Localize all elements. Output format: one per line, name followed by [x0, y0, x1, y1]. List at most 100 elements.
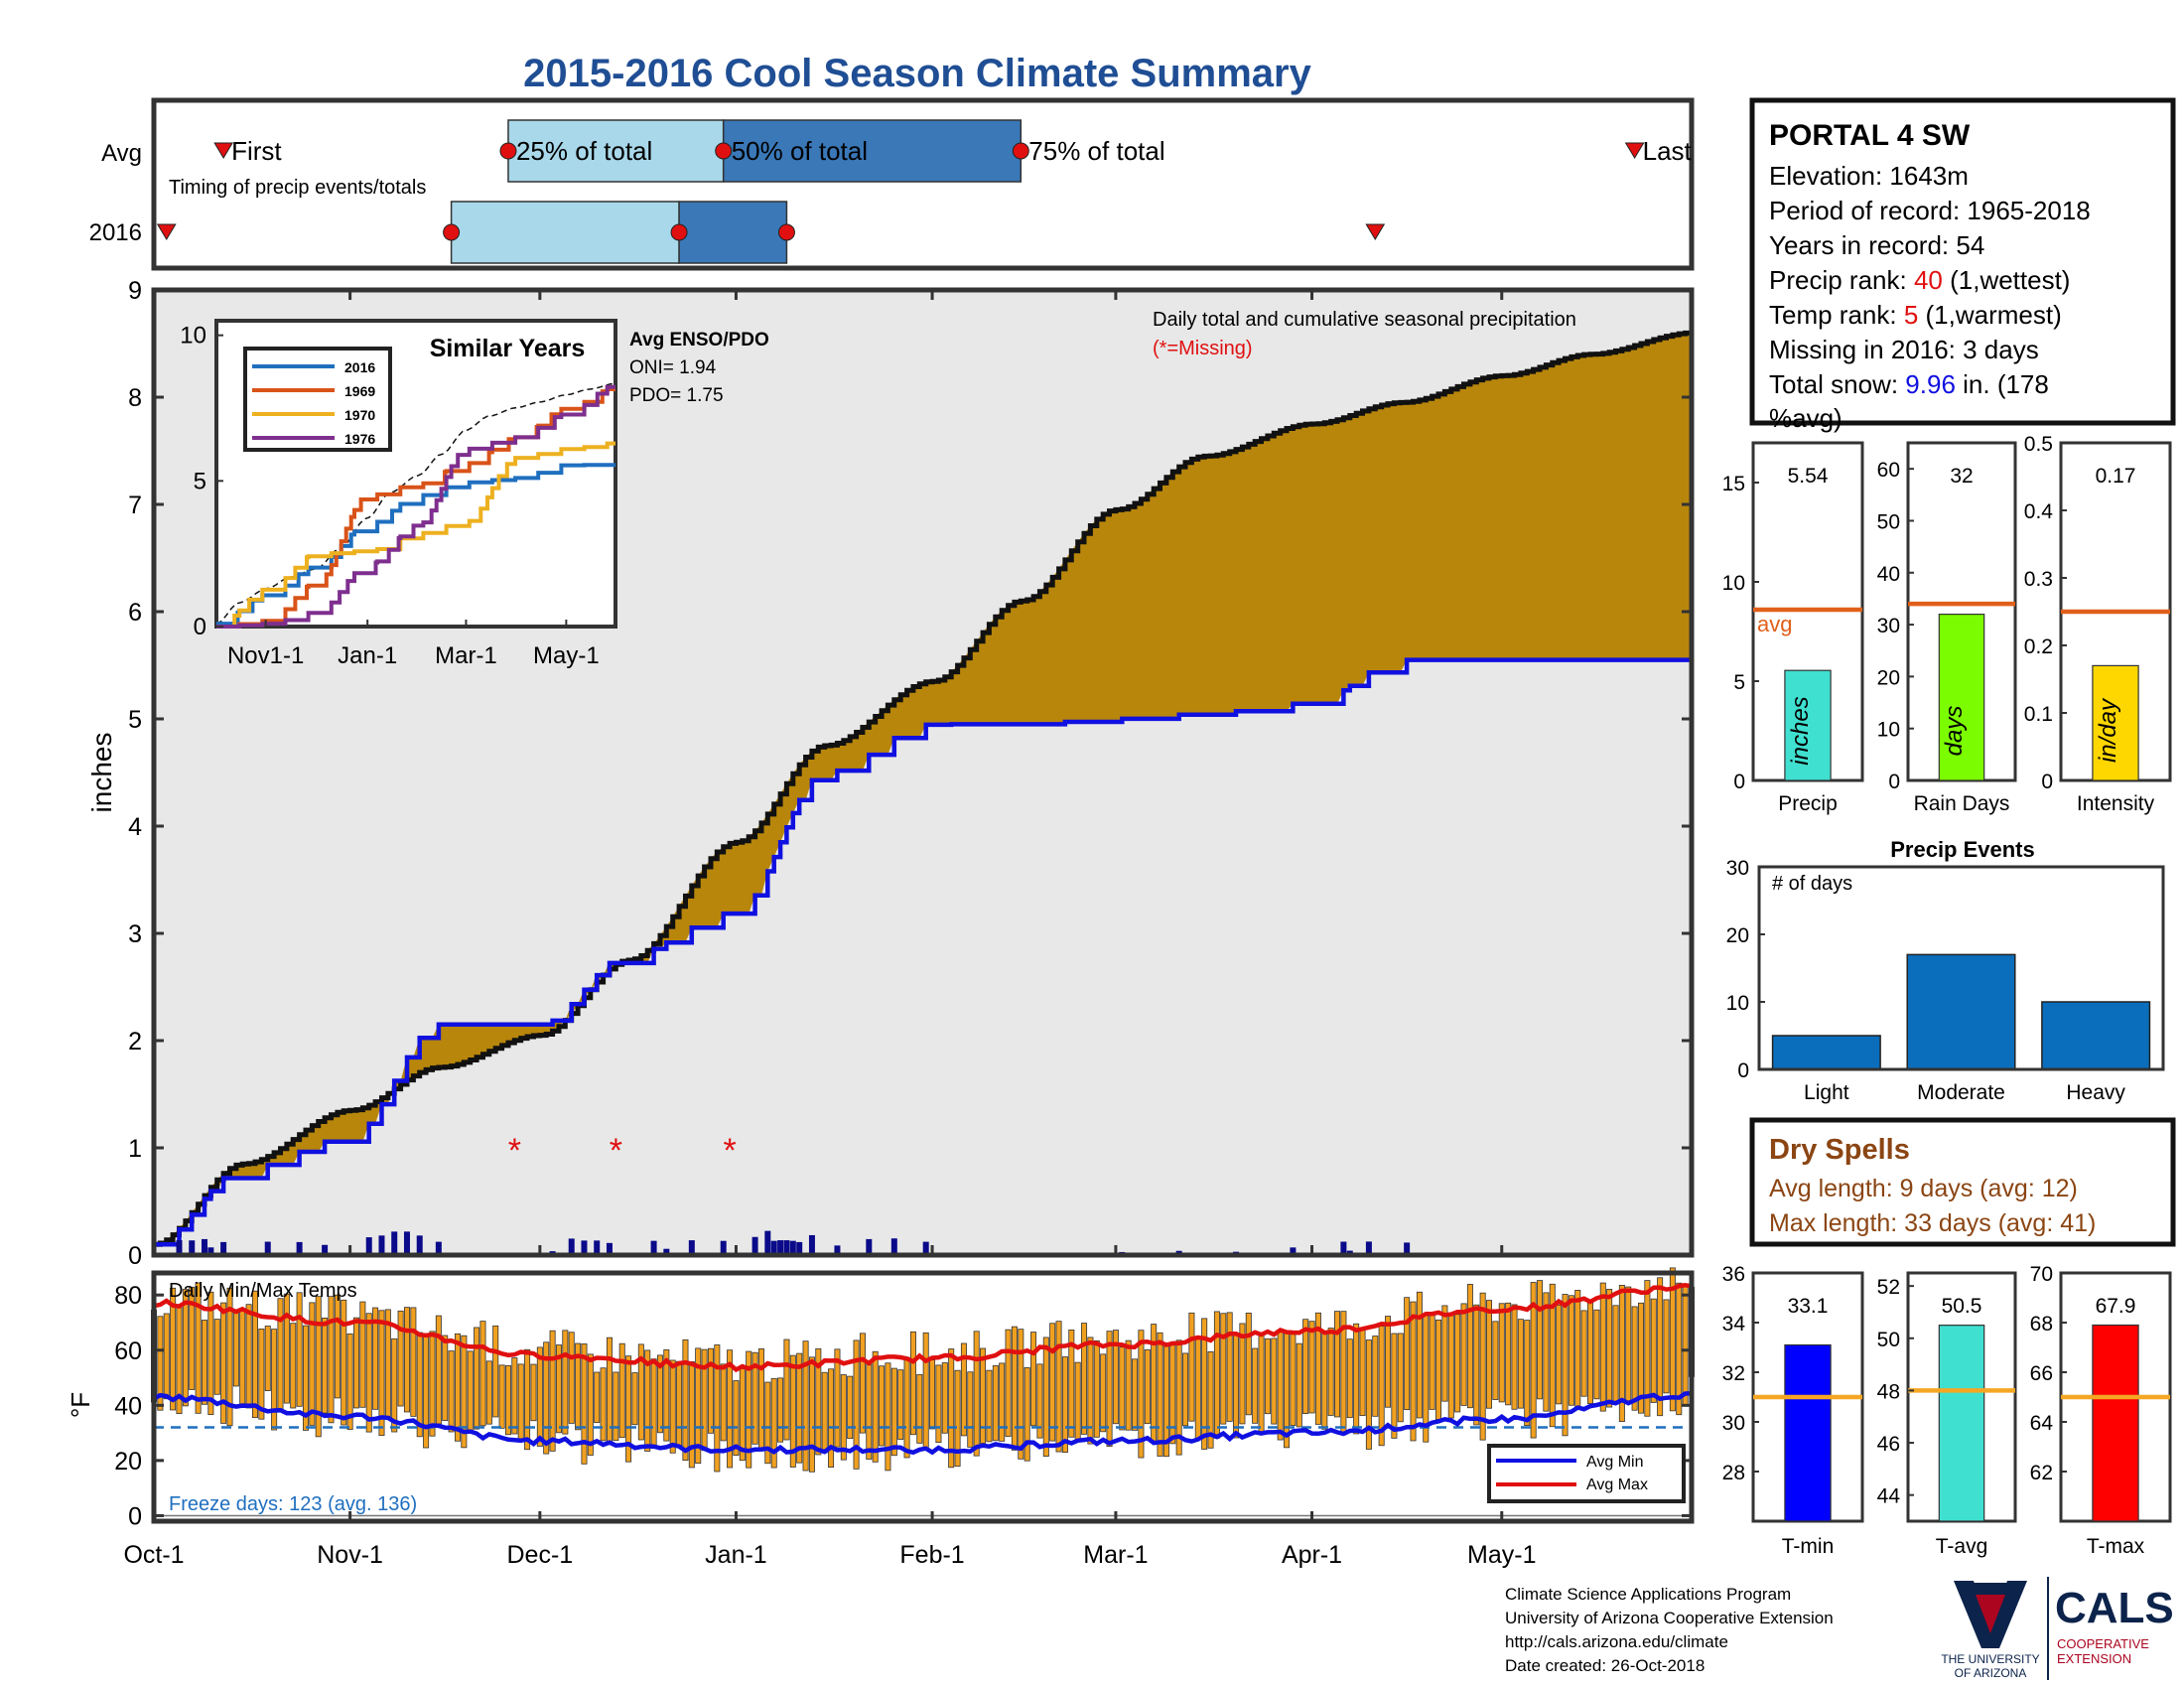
temp-y-tick-label: 60 — [114, 1337, 142, 1365]
daily-temp-bar — [1466, 1284, 1473, 1409]
daily-temp-bar — [1188, 1312, 1195, 1422]
daily-temp-bar — [157, 1316, 164, 1411]
daily-temp-bar — [770, 1377, 777, 1469]
mini-bar-avg-label: avg — [1757, 612, 1792, 636]
cals-line2: EXTENSION — [2057, 1651, 2131, 1666]
temp-caption: Daily Min/Max Temps — [169, 1280, 357, 1302]
daily-precip-bar — [594, 1240, 601, 1255]
daily-temp-bar — [1321, 1332, 1328, 1430]
daily-temp-bar — [859, 1333, 866, 1434]
cumulative-2016-line — [154, 657, 1692, 1247]
daily-precip-bar — [416, 1235, 423, 1255]
station-elevation: Elevation: 1643m — [1769, 161, 1969, 191]
daily-temp-bar — [201, 1320, 207, 1405]
daily-temp-bar — [474, 1327, 480, 1430]
daily-temp-bar — [1612, 1305, 1619, 1405]
daily-temp-bar — [232, 1312, 239, 1387]
y-tick-label: 5 — [128, 706, 142, 734]
daily-temp-bar — [714, 1344, 721, 1473]
footer: Climate Science Applications Program Uni… — [1505, 1577, 2174, 1680]
daily-temp-bar — [1264, 1337, 1271, 1415]
daily-temp-bar — [1441, 1305, 1448, 1402]
daily-temp-bar — [1061, 1356, 1068, 1453]
footer-line3: http://cals.arizona.edu/climate — [1505, 1632, 1728, 1651]
daily-precip-bar — [435, 1241, 442, 1255]
missing-day-marker: * — [723, 1132, 736, 1170]
daily-temp-bar — [1005, 1329, 1012, 1437]
x-tick-label: May-1 — [1467, 1541, 1536, 1569]
daily-precip-bar — [568, 1238, 575, 1255]
daily-temp-bar — [821, 1371, 828, 1454]
daily-precip-bar — [688, 1240, 695, 1255]
daily-temp-bar — [637, 1343, 644, 1441]
inset-legend-label: 1976 — [344, 431, 375, 447]
x-tick-label: Oct-1 — [123, 1541, 184, 1569]
footer-line2: University of Arizona Cooperative Extens… — [1505, 1609, 1834, 1627]
daily-temp-bar — [1290, 1334, 1297, 1426]
x-tick-label: Apr-1 — [1282, 1541, 1342, 1569]
daily-temp-bar — [170, 1287, 177, 1411]
daily-temp-bar — [290, 1323, 297, 1409]
inset-x-tick-label: Mar-1 — [435, 642, 497, 669]
mini-bar-value — [1784, 1343, 1832, 1522]
inset-series-1976 — [216, 384, 615, 629]
daily-temp-bar — [954, 1369, 961, 1468]
daily-temp-bar — [796, 1352, 803, 1464]
station-info-box: PORTAL 4 SW Elevation: 1643m Period of r… — [1749, 97, 2176, 433]
footer-line1: Climate Science Applications Program — [1505, 1585, 1791, 1604]
event-bar-light — [1771, 1035, 1881, 1070]
y-tick-label: 4 — [128, 813, 142, 841]
daily-precip-bar — [866, 1238, 873, 1255]
daily-temp-bar — [1391, 1333, 1398, 1439]
daily-temp-bar — [676, 1360, 683, 1447]
daily-temp-bar — [271, 1329, 278, 1431]
daily-temp-bar — [1018, 1329, 1024, 1460]
daily-temp-bar — [1657, 1277, 1664, 1417]
timing-percentile-marker — [777, 223, 795, 241]
timing-percentile-marker — [715, 142, 733, 160]
y-tick-label: 8 — [128, 384, 142, 412]
daily-temp-bar — [1157, 1332, 1163, 1457]
main-missing-note: (*=Missing) — [1153, 338, 1253, 359]
daily-precip-bar — [796, 1241, 803, 1255]
daily-temp-bar — [669, 1359, 676, 1454]
daily-temp-bar — [1258, 1334, 1265, 1435]
daily-temp-bar — [1631, 1306, 1638, 1411]
dry-spells-box: Dry Spells Avg length: 9 days (avg: 12) … — [1749, 1117, 2176, 1247]
mini-bar-tick-label: 34 — [1722, 1313, 1746, 1336]
mini-bar-tick-label: 32 — [1722, 1362, 1745, 1385]
x-tick-label: Dec-1 — [506, 1541, 573, 1569]
daily-temp-bar — [341, 1299, 347, 1426]
timing-percentile-marker — [670, 223, 688, 241]
daily-temp-bar — [1580, 1310, 1587, 1397]
daily-temp-bar — [220, 1302, 227, 1424]
daily-temp-bar — [213, 1319, 220, 1395]
daily-temp-bar — [207, 1291, 214, 1416]
daily-temp-bar — [1201, 1318, 1208, 1450]
daily-temp-bar — [1030, 1332, 1037, 1427]
daily-temp-bar — [1517, 1319, 1524, 1409]
daily-temp-bar — [454, 1333, 461, 1442]
daily-temp-bar — [1182, 1352, 1189, 1427]
mini-bar-label: T-max — [2087, 1535, 2145, 1558]
daily-temp-bar — [1447, 1313, 1454, 1419]
daily-temp-bar — [789, 1354, 796, 1468]
daily-precip-bar — [764, 1230, 771, 1255]
timing-percentile-marker — [499, 142, 517, 160]
daily-temp-bar — [1397, 1333, 1404, 1423]
daily-temp-bar — [1042, 1336, 1049, 1458]
daily-temp-bar — [448, 1350, 455, 1433]
daily-temp-bar — [1125, 1339, 1132, 1431]
dry-spells-max: Max length: 33 days (avg: 41) — [1769, 1209, 2096, 1237]
missing-day-marker: * — [610, 1132, 622, 1170]
events-title: Precip Events — [1890, 837, 2035, 862]
mini-bar-tick-label: 0.2 — [2024, 635, 2053, 658]
mini-bar-label: Rain Days — [1914, 792, 2010, 815]
event-tick-label: 0 — [1737, 1059, 1749, 1082]
temp-y-tick-label: 20 — [114, 1448, 142, 1476]
event-bar-heavy — [2041, 1001, 2151, 1070]
inset-series-1969 — [216, 387, 615, 629]
daily-temp-bar — [1220, 1313, 1227, 1425]
daily-temp-bar — [1410, 1301, 1417, 1442]
mini-bar-tick-label: 64 — [2030, 1412, 2054, 1435]
